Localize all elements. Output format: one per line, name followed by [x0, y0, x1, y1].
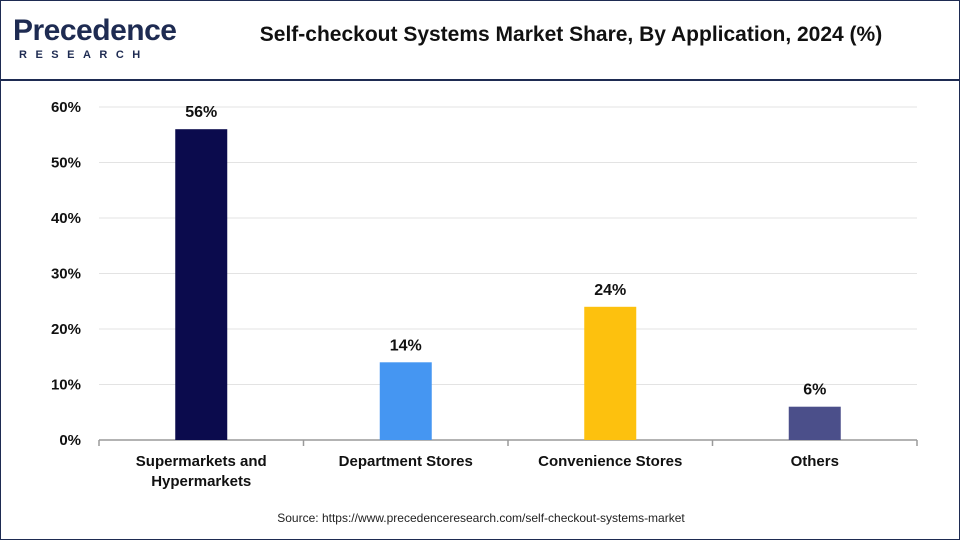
y-tick-label: 60%	[51, 99, 81, 116]
logo-subtitle: RESEARCH	[19, 49, 149, 61]
logo-wordmark: Precedence	[13, 14, 177, 47]
chart-title: Self-checkout Systems Market Share, By A…	[259, 23, 883, 46]
data-label: 24%	[594, 282, 626, 299]
bar-chart: 0% 10% 20% 30% 40% 50% 60% 56% Supermarkets and H…	[51, 99, 918, 490]
x-tick-label: Supermarkets and	[136, 453, 267, 470]
bar	[379, 362, 432, 440]
x-tick-label: Department Stores	[339, 453, 473, 470]
y-tick-label: 50%	[51, 155, 81, 172]
y-tick-label: 0%	[59, 432, 81, 449]
precedence-research-logo: Precedence RESEARCH	[13, 15, 177, 67]
y-tick-label: 20%	[51, 321, 81, 338]
x-tick-label: Hypermarkets	[151, 473, 251, 490]
x-tick-label: Convenience Stores	[538, 453, 682, 470]
data-label: 6%	[803, 382, 826, 399]
bar	[788, 406, 841, 440]
data-label: 56%	[185, 104, 217, 121]
source-note: Source: https://www.precedenceresearch.c…	[277, 511, 685, 525]
data-label: 14%	[390, 337, 422, 354]
y-tick-label: 30%	[51, 266, 81, 283]
y-tick-label: 10%	[51, 377, 81, 394]
header: Precedence RESEARCH Self-checkout System…	[1, 1, 959, 81]
bar	[584, 306, 637, 440]
bar	[175, 129, 228, 440]
x-tick-label: Others	[791, 453, 839, 470]
y-tick-label: 40%	[51, 210, 81, 227]
